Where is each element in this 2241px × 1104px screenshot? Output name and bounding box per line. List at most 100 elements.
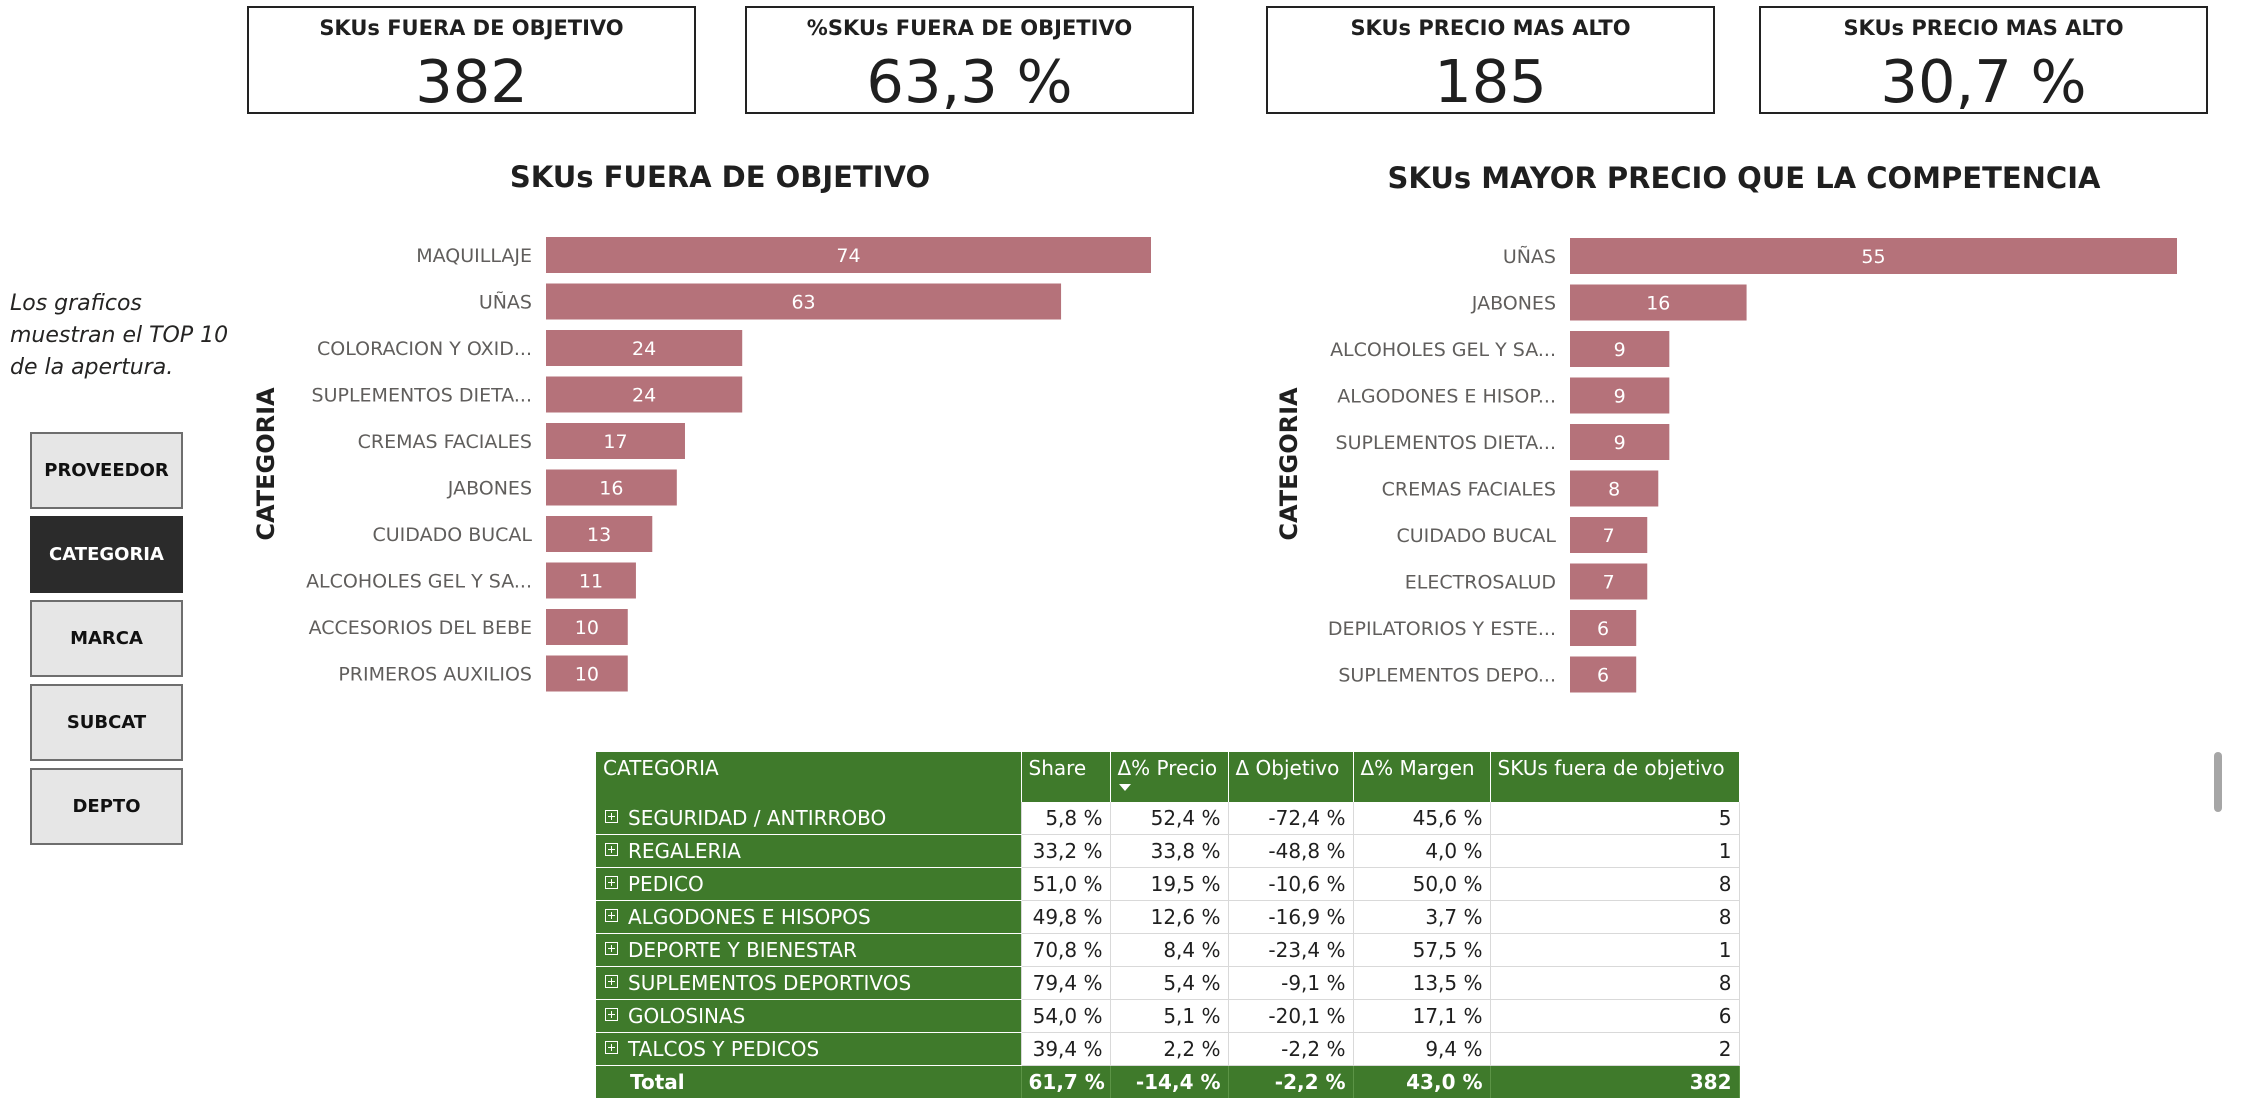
cell-margen: 17,1 % [1353,999,1491,1033]
kpi-card-pct-precio-alto: SKUs PRECIO MAS ALTO 30,7 % [1759,6,2208,116]
vertical-scrollbar[interactable] [2214,752,2222,812]
cell-precio: 33,8 % [1110,834,1229,868]
data-label: 10 [575,664,599,686]
cell-precio: 12,6 % [1110,900,1229,934]
cell-margen: 9,4 % [1353,1032,1491,1066]
cell-objetivo: -48,8 % [1228,834,1354,868]
cell-share: 51,0 % [1021,867,1111,901]
bar[interactable] [546,376,743,413]
expand-plus-icon[interactable] [605,876,618,889]
data-label: 8 [1608,479,1620,501]
bar[interactable] [546,283,1062,320]
bar[interactable] [1570,377,1670,414]
expand-plus-icon[interactable] [605,1041,618,1054]
kpi-label: SKUs PRECIO MAS ALTO [1350,16,1631,40]
column-header-delta-objetivo[interactable]: Δ Objetivo [1228,752,1354,802]
kpi-card-skus-fuera: SKUs FUERA DE OBJETIVO 382 [247,6,696,116]
cell-skus: 2 [1490,1032,1740,1066]
bar[interactable] [1570,517,1648,553]
bar[interactable] [1570,610,1637,646]
table-row[interactable]: GOLOSINAS 54,0 % 5,1 % -20,1 % 17,1 % 6 [596,999,1740,1033]
slicer-button-subcat[interactable]: SUBCAT [30,684,183,761]
bar[interactable] [546,423,685,459]
total-row: Total 61,7 % -14,4 % -2,2 % 43,0 % 382 [596,1065,1740,1098]
table-row[interactable]: SEGURIDAD / ANTIRROBO 5,8 % 52,4 % -72,4 % 4… [596,802,1740,835]
data-label: 9 [1614,339,1626,361]
slicer-button-proveedor[interactable]: PROVEEDOR [30,432,183,509]
row-header-cell: TALCOS Y PEDICOS [596,1032,1022,1066]
cell-objetivo: -9,1 % [1228,966,1354,1000]
column-header-skus-fuera[interactable]: SKUs fuera de objetivo [1490,752,1740,802]
bar[interactable] [1570,424,1670,460]
table-row[interactable]: REGALERIA 33,2 % 33,8 % -48,8 % 4,0 % 1 [596,834,1740,868]
expand-plus-icon[interactable] [605,810,618,823]
row-header-cell: SEGURIDAD / ANTIRROBO [596,802,1022,835]
bar[interactable] [546,469,677,506]
category-tick-label: ELECTROSALUD [1405,572,1556,594]
data-label: 17 [603,431,627,453]
info-note: Los graficos muestran el TOP 10 de la ap… [10,291,229,380]
kpi-value: 185 [1434,47,1547,116]
category-tick-label: JABONES [1471,293,1556,315]
slicer-button-marca[interactable]: MARCA [30,600,183,677]
bar[interactable] [1570,238,2177,274]
bar[interactable] [1570,284,1747,321]
data-label: 7 [1603,525,1615,547]
category-label: PEDICO [628,872,704,896]
row-header-cell: PEDICO [596,867,1022,901]
column-header-categoria[interactable]: CATEGORIA [596,752,1022,802]
bar[interactable] [546,609,628,645]
bar[interactable] [1570,470,1659,507]
category-tick-label: SUPLEMENTOS DEPO... [1338,665,1556,687]
expand-plus-icon[interactable] [605,942,618,955]
category-label: DEPORTE Y BIENESTAR [628,938,857,962]
cell-margen: 13,5 % [1353,966,1491,1000]
column-header-share[interactable]: Share [1021,752,1111,802]
cell-precio: 5,1 % [1110,999,1229,1033]
table-row[interactable]: PEDICO 51,0 % 19,5 % -10,6 % 50,0 % 8 [596,867,1740,901]
bar[interactable] [546,562,636,599]
total-cell-objetivo: -2,2 % [1228,1065,1354,1098]
chart-title-fuera-objetivo: SKUs FUERA DE OBJETIVO [509,160,931,194]
bar[interactable] [546,655,628,692]
category-tick-label: UÑAS [479,291,532,314]
kpi-label: %SKUs FUERA DE OBJETIVO [806,16,1133,40]
column-header-delta-margen[interactable]: Δ% Margen [1353,752,1491,802]
expand-plus-icon[interactable] [605,975,618,988]
category-label: SUPLEMENTOS DEPORTIVOS [628,971,912,995]
expand-plus-icon[interactable] [605,1008,618,1021]
cell-objetivo: -72,4 % [1228,802,1354,835]
table-row[interactable]: TALCOS Y PEDICOS 39,4 % 2,2 % -2,2 % 9,4 % 2 [596,1032,1740,1066]
data-label: 16 [599,478,623,500]
cell-skus: 5 [1490,802,1740,835]
cell-share: 33,2 % [1021,834,1111,868]
bar[interactable] [1570,563,1648,600]
bar[interactable] [1570,656,1637,693]
slicer-button-categoria[interactable]: CATEGORIA [30,516,183,593]
bar[interactable] [546,516,653,552]
kpi-value: 382 [415,47,528,116]
bar[interactable] [546,237,1151,273]
table-row[interactable]: ALGODONES E HISOPOS 49,8 % 12,6 % -16,9 % 3,… [596,900,1740,934]
column-header-delta-precio[interactable]: Δ% Precio [1110,752,1229,802]
bar[interactable] [546,330,743,366]
category-tick-label: CREMAS FACIALES [1382,479,1556,501]
cell-skus: 1 [1490,834,1740,868]
sort-descending-icon [1118,784,1131,791]
category-label: REGALERIA [628,839,741,863]
expand-plus-icon[interactable] [605,843,618,856]
table-row[interactable]: DEPORTE Y BIENESTAR 70,8 % 8,4 % -23,4 % 57,… [596,933,1740,967]
cell-precio: 2,2 % [1110,1032,1229,1066]
expand-plus-icon[interactable] [605,909,618,922]
cell-precio: 5,4 % [1110,966,1229,1000]
bar[interactable] [1570,331,1670,367]
cell-skus: 8 [1490,966,1740,1000]
table-row[interactable]: SUPLEMENTOS DEPORTIVOS 79,4 % 5,4 % -9,1 % 1… [596,966,1740,1000]
data-label: 7 [1603,572,1615,594]
total-label: Total [596,1065,1022,1098]
kpi-value: 63,3 % [866,47,1073,116]
slicer-button-depto[interactable]: DEPTO [30,768,183,845]
data-label: 16 [1646,293,1670,315]
category-tick-label: UÑAS [1503,245,1556,268]
cell-precio: 52,4 % [1110,802,1229,835]
